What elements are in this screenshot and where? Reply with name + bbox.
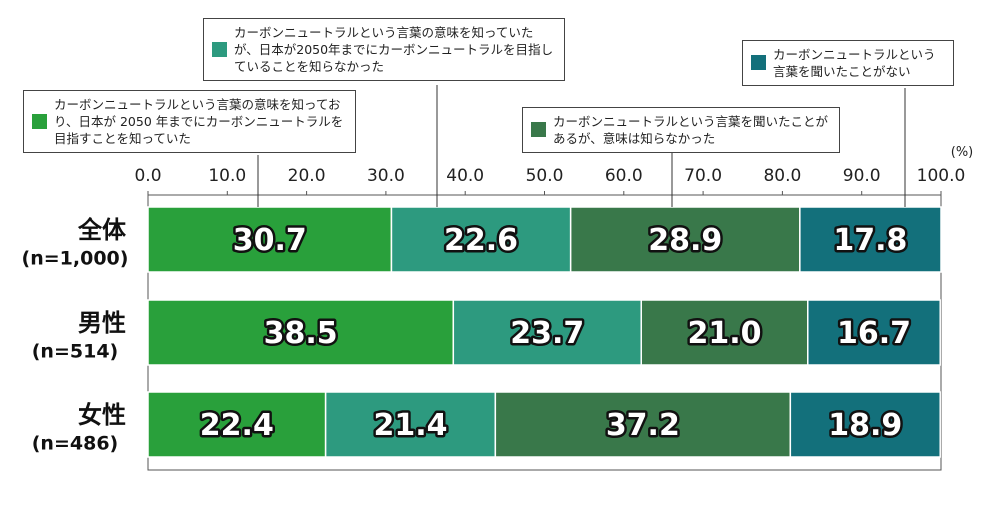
bar-segment bbox=[147, 299, 455, 366]
value-label: 38.5 bbox=[264, 316, 338, 351]
x-tick-label: 90.0 bbox=[843, 166, 881, 186]
category-sublabel: (n=1,000) bbox=[22, 248, 129, 270]
x-tick-label: 80.0 bbox=[763, 166, 801, 186]
x-tick-label: 20.0 bbox=[288, 166, 326, 186]
legend-swatch bbox=[531, 122, 546, 137]
x-tick-label: 50.0 bbox=[526, 166, 564, 186]
unit-label: (%) bbox=[951, 145, 974, 160]
bar-segment bbox=[390, 206, 572, 273]
value-label: 21.4 bbox=[373, 408, 447, 443]
legend-swatch bbox=[32, 113, 47, 129]
category-label: 女性 bbox=[78, 401, 126, 429]
value-label: 21.0 bbox=[687, 316, 761, 351]
value-label: 16.7 bbox=[837, 316, 911, 351]
value-label: 23.7 bbox=[510, 316, 584, 351]
value-label: 18.9 bbox=[828, 408, 902, 443]
bar-segment bbox=[324, 391, 497, 458]
category-label: 男性 bbox=[78, 309, 126, 337]
legend-item: カーボンニュートラルという言葉を聞いたことがない bbox=[742, 40, 954, 86]
legend-swatch bbox=[212, 41, 227, 57]
legend-label: カーボンニュートラルという言葉の意味を知っていたが、日本が2050年までにカーボ… bbox=[234, 25, 554, 74]
bar-segment bbox=[452, 299, 642, 366]
bar-segment bbox=[494, 391, 792, 458]
value-label: 28.9 bbox=[648, 223, 722, 258]
value-label: 22.4 bbox=[200, 408, 274, 443]
category-sublabel: (n=514) bbox=[32, 341, 118, 363]
value-label: 22.6 bbox=[444, 223, 518, 258]
x-tick-label: 0.0 bbox=[134, 166, 161, 186]
bar-segment bbox=[640, 299, 809, 366]
x-tick-label: 100.0 bbox=[917, 166, 966, 186]
legend-swatch bbox=[751, 55, 766, 70]
x-tick-label: 30.0 bbox=[367, 166, 405, 186]
legend-item: カーボンニュートラルという言葉の意味を知っており、日本が 2050 年までにカー… bbox=[23, 90, 356, 153]
legend-label: カーボンニュートラルという言葉を聞いたことがあるが、意味は知らなかった bbox=[553, 114, 829, 146]
bar-segment bbox=[147, 206, 393, 273]
x-tick-label: 70.0 bbox=[684, 166, 722, 186]
category-sublabel: (n=486) bbox=[32, 433, 118, 455]
bar-segment bbox=[799, 206, 942, 273]
bar-segment bbox=[807, 299, 941, 366]
legend-item: カーボンニュートラルという言葉の意味を知っていたが、日本が2050年までにカーボ… bbox=[203, 18, 565, 81]
bar-segment bbox=[789, 391, 941, 458]
x-tick-label: 60.0 bbox=[605, 166, 643, 186]
legend-label: カーボンニュートラルという言葉を聞いたことがない bbox=[773, 47, 936, 79]
value-label: 30.7 bbox=[233, 223, 307, 258]
x-tick-label: 10.0 bbox=[208, 166, 246, 186]
legend-item: カーボンニュートラルという言葉を聞いたことがあるが、意味は知らなかった bbox=[522, 107, 840, 153]
value-label: 17.8 bbox=[833, 223, 907, 258]
legend-label: カーボンニュートラルという言葉の意味を知っており、日本が 2050 年までにカー… bbox=[54, 97, 344, 146]
x-tick-label: 40.0 bbox=[446, 166, 484, 186]
value-label: 37.2 bbox=[606, 408, 680, 443]
bar-segment bbox=[569, 206, 801, 273]
category-label: 全体 bbox=[77, 216, 127, 244]
